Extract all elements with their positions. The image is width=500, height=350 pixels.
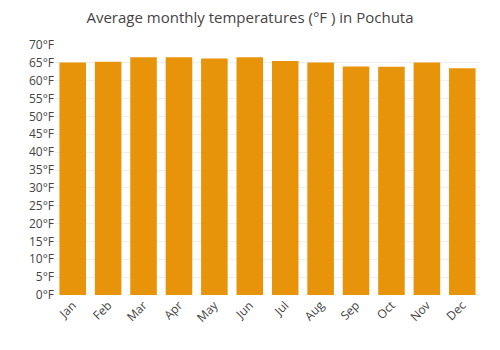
svg-text:Feb: Feb: [89, 297, 115, 323]
svg-text:60°F: 60°F: [29, 72, 54, 89]
svg-text:65°F: 65°F: [29, 54, 54, 71]
svg-text:25°F: 25°F: [29, 197, 54, 214]
svg-text:40°F: 40°F: [29, 143, 54, 160]
svg-text:15°F: 15°F: [29, 233, 54, 250]
svg-text:Jan: Jan: [55, 297, 80, 322]
svg-text:Mar: Mar: [123, 297, 151, 325]
svg-text:Aug: Aug: [300, 297, 328, 325]
svg-text:10°F: 10°F: [29, 250, 54, 267]
svg-text:Apr: Apr: [160, 297, 186, 323]
svg-text:35°F: 35°F: [29, 161, 54, 178]
svg-text:Oct: Oct: [373, 297, 399, 323]
svg-text:Nov: Nov: [406, 297, 434, 325]
svg-text:50°F: 50°F: [29, 108, 54, 125]
svg-text:55°F: 55°F: [29, 90, 54, 107]
svg-text:Jun: Jun: [231, 297, 256, 322]
svg-text:45°F: 45°F: [29, 125, 54, 142]
svg-text:Jul: Jul: [270, 297, 292, 319]
svg-text:5°F: 5°F: [36, 268, 54, 285]
svg-text:70°F: 70°F: [29, 36, 54, 53]
svg-text:May: May: [193, 296, 222, 325]
svg-text:30°F: 30°F: [29, 179, 54, 196]
svg-text:Average monthly temperatures (: Average monthly temperatures (°F ) in Po…: [86, 7, 413, 27]
svg-text:Dec: Dec: [442, 297, 469, 324]
svg-text:0°F: 0°F: [36, 286, 54, 303]
svg-text:20°F: 20°F: [29, 215, 54, 232]
svg-text:Sep: Sep: [336, 297, 363, 324]
